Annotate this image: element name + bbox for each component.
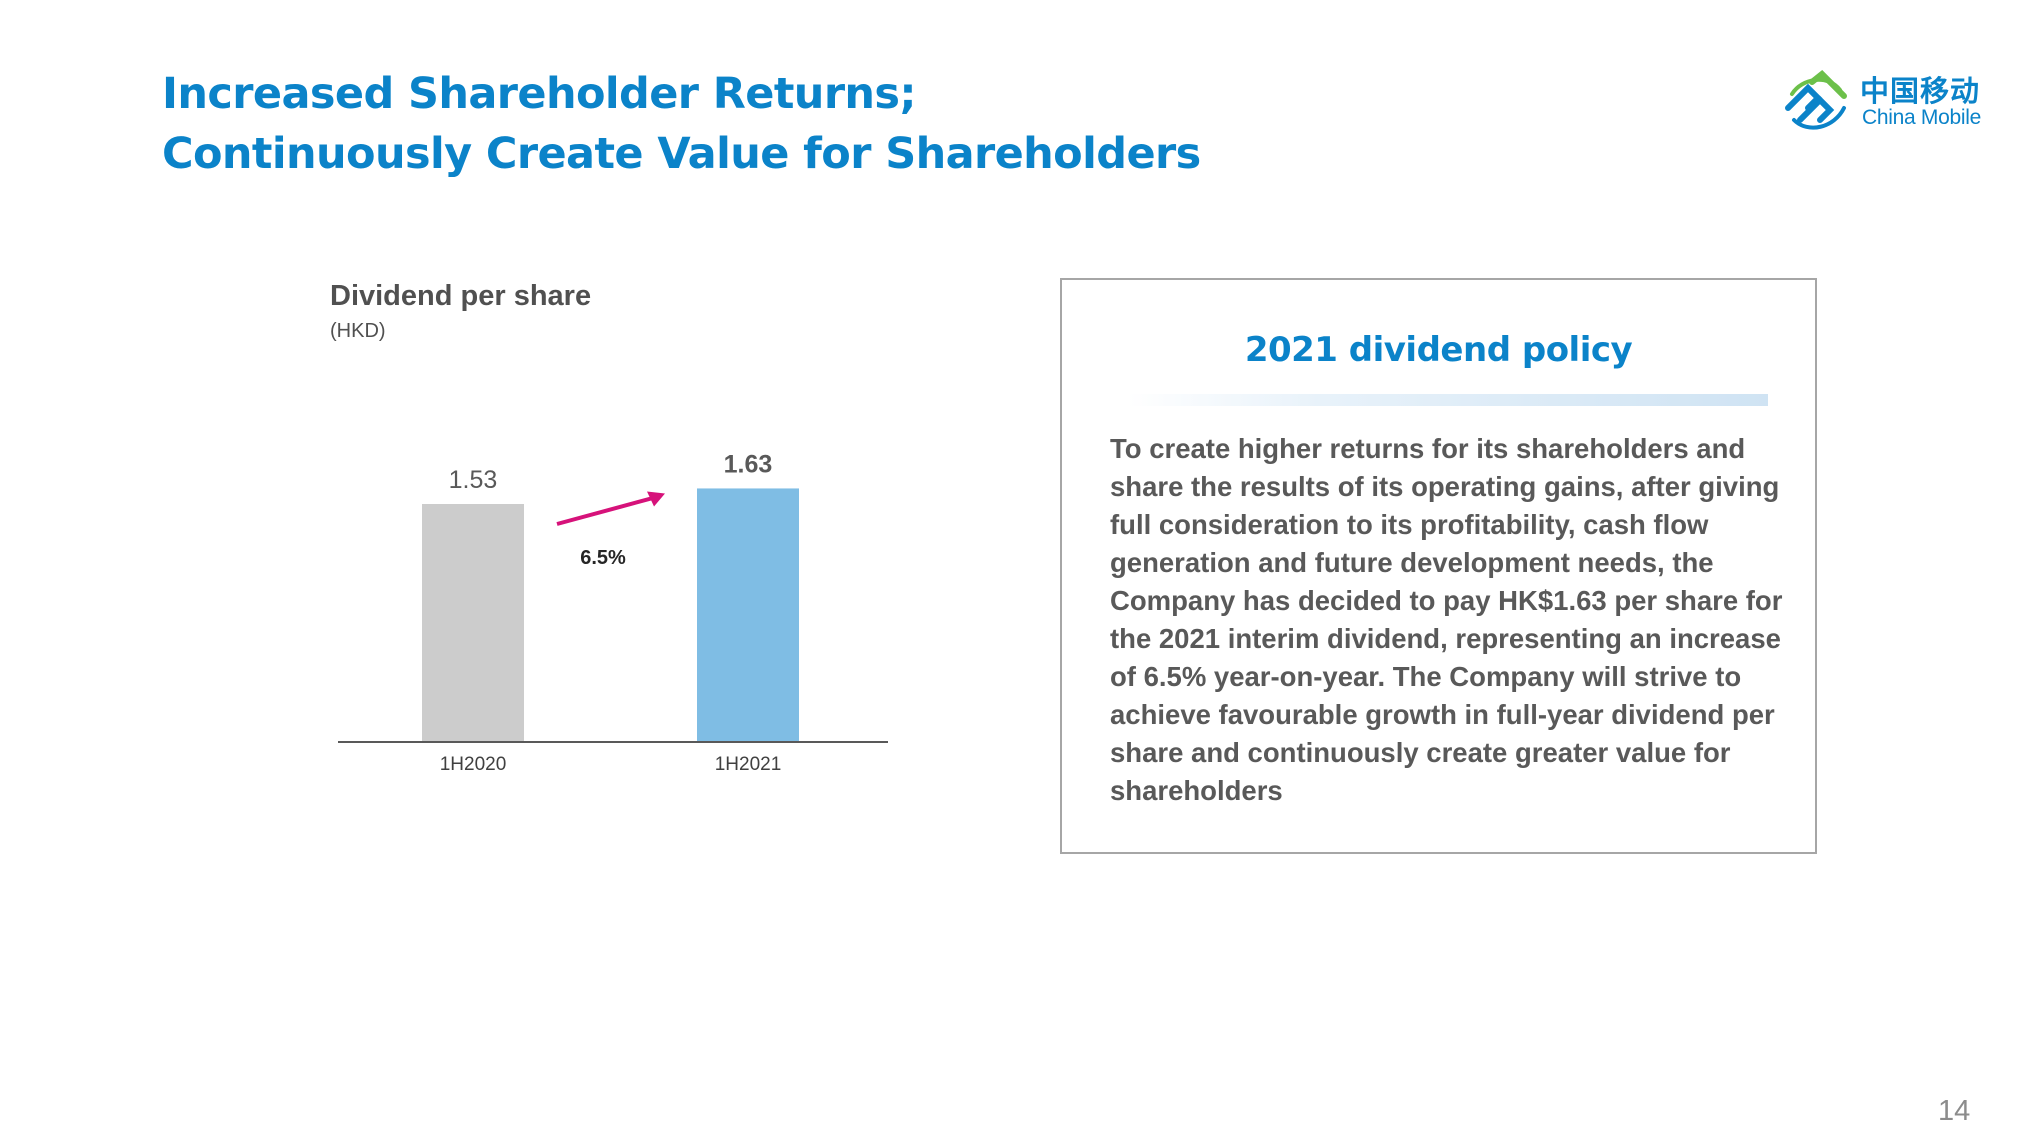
page-number: 14 — [1938, 1095, 1971, 1127]
x-tick-label-1H2020: 1H2020 — [440, 754, 507, 775]
x-tick-label-1H2021: 1H2021 — [715, 754, 782, 775]
page-title-line-2: Continuously Create Value for Shareholde… — [162, 129, 1201, 179]
policy-text: To create higher returns for its shareho… — [1110, 433, 1783, 806]
chart-unit: (HKD) — [330, 320, 386, 342]
bar-1H2020 — [422, 504, 524, 742]
page-title-line-1: Increased Shareholder Returns; — [162, 69, 917, 119]
growth-label: 6.5% — [580, 547, 626, 569]
growth-arrow-line — [556, 495, 656, 526]
chart-title: Dividend per share — [330, 280, 592, 312]
value-label-1H2020: 1.53 — [449, 466, 498, 494]
policy-title-underline — [1128, 394, 1768, 406]
china-mobile-logo: 中国移动 China Mobile — [1782, 66, 2002, 138]
logo-chinese-text: 中国移动 — [1860, 74, 1981, 108]
dividend-bar-chart: 1.53 1H2020 1.63 1H2021 6.5% — [338, 450, 888, 775]
value-label-1H2021: 1.63 — [724, 450, 773, 478]
bar-1H2021 — [697, 488, 799, 742]
policy-title: 2021 dividend policy — [1244, 330, 1633, 370]
growth-arrowhead — [647, 491, 665, 507]
logo-english-text: China Mobile — [1862, 106, 1981, 129]
page-title: Increased Shareholder Returns; Continuou… — [162, 64, 1201, 184]
dividend-policy-box: 2021 dividend policy To create higher re… — [1060, 278, 1817, 854]
china-mobile-swirl-logo-icon — [1785, 69, 1847, 130]
